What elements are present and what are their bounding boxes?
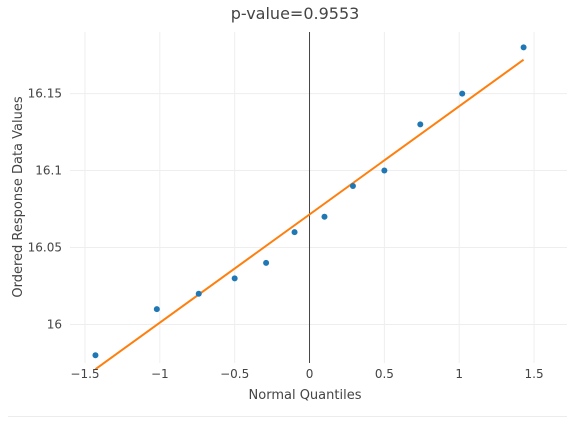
data-point[interactable] [381,167,388,174]
data-point[interactable] [459,90,466,97]
y-tick-label: 16.05 [28,241,62,255]
data-point[interactable] [520,44,527,51]
x-tick-label: 0 [306,367,314,381]
chart-title: p-value=0.9553 [231,4,360,23]
x-tick-label: 0.5 [375,367,394,381]
x-tick-label: 1.5 [525,367,544,381]
data-point[interactable] [153,306,160,313]
data-point[interactable] [417,121,424,128]
data-points [92,44,527,359]
fit-line-layer [94,58,525,370]
data-point[interactable] [195,290,202,297]
data-point[interactable] [92,352,99,359]
x-tick-label: −1.5 [70,367,99,381]
x-tick-label: −0.5 [220,367,249,381]
gridlines [70,32,567,363]
reference-fit-line [94,58,525,370]
qq-plot[interactable]: −1.5 −1 −0.5 0 0.5 1 1.5 16 16.05 16.1 16.15 p-va… [8,0,567,416]
x-tick-label: −1 [151,367,169,381]
y-tick-label: 16.15 [28,87,62,101]
y-tick-labels: 16 16.05 16.1 16.15 [28,87,62,332]
y-axis-label: Ordered Response Data Values [11,96,26,297]
y-tick-label: 16 [47,318,62,332]
x-tick-label: 1 [455,367,463,381]
chart-card: −1.5 −1 −0.5 0 0.5 1 1.5 16 16.05 16.1 16.15 p-va… [8,0,567,417]
data-point[interactable] [349,182,356,189]
y-tick-label: 16.1 [35,164,62,178]
x-axis-label: Normal Quantiles [249,388,362,403]
data-point[interactable] [321,213,328,220]
data-point[interactable] [231,275,238,282]
data-point[interactable] [263,259,270,266]
data-point[interactable] [291,229,298,236]
x-tick-labels: −1.5 −1 −0.5 0 0.5 1 1.5 [70,367,543,381]
